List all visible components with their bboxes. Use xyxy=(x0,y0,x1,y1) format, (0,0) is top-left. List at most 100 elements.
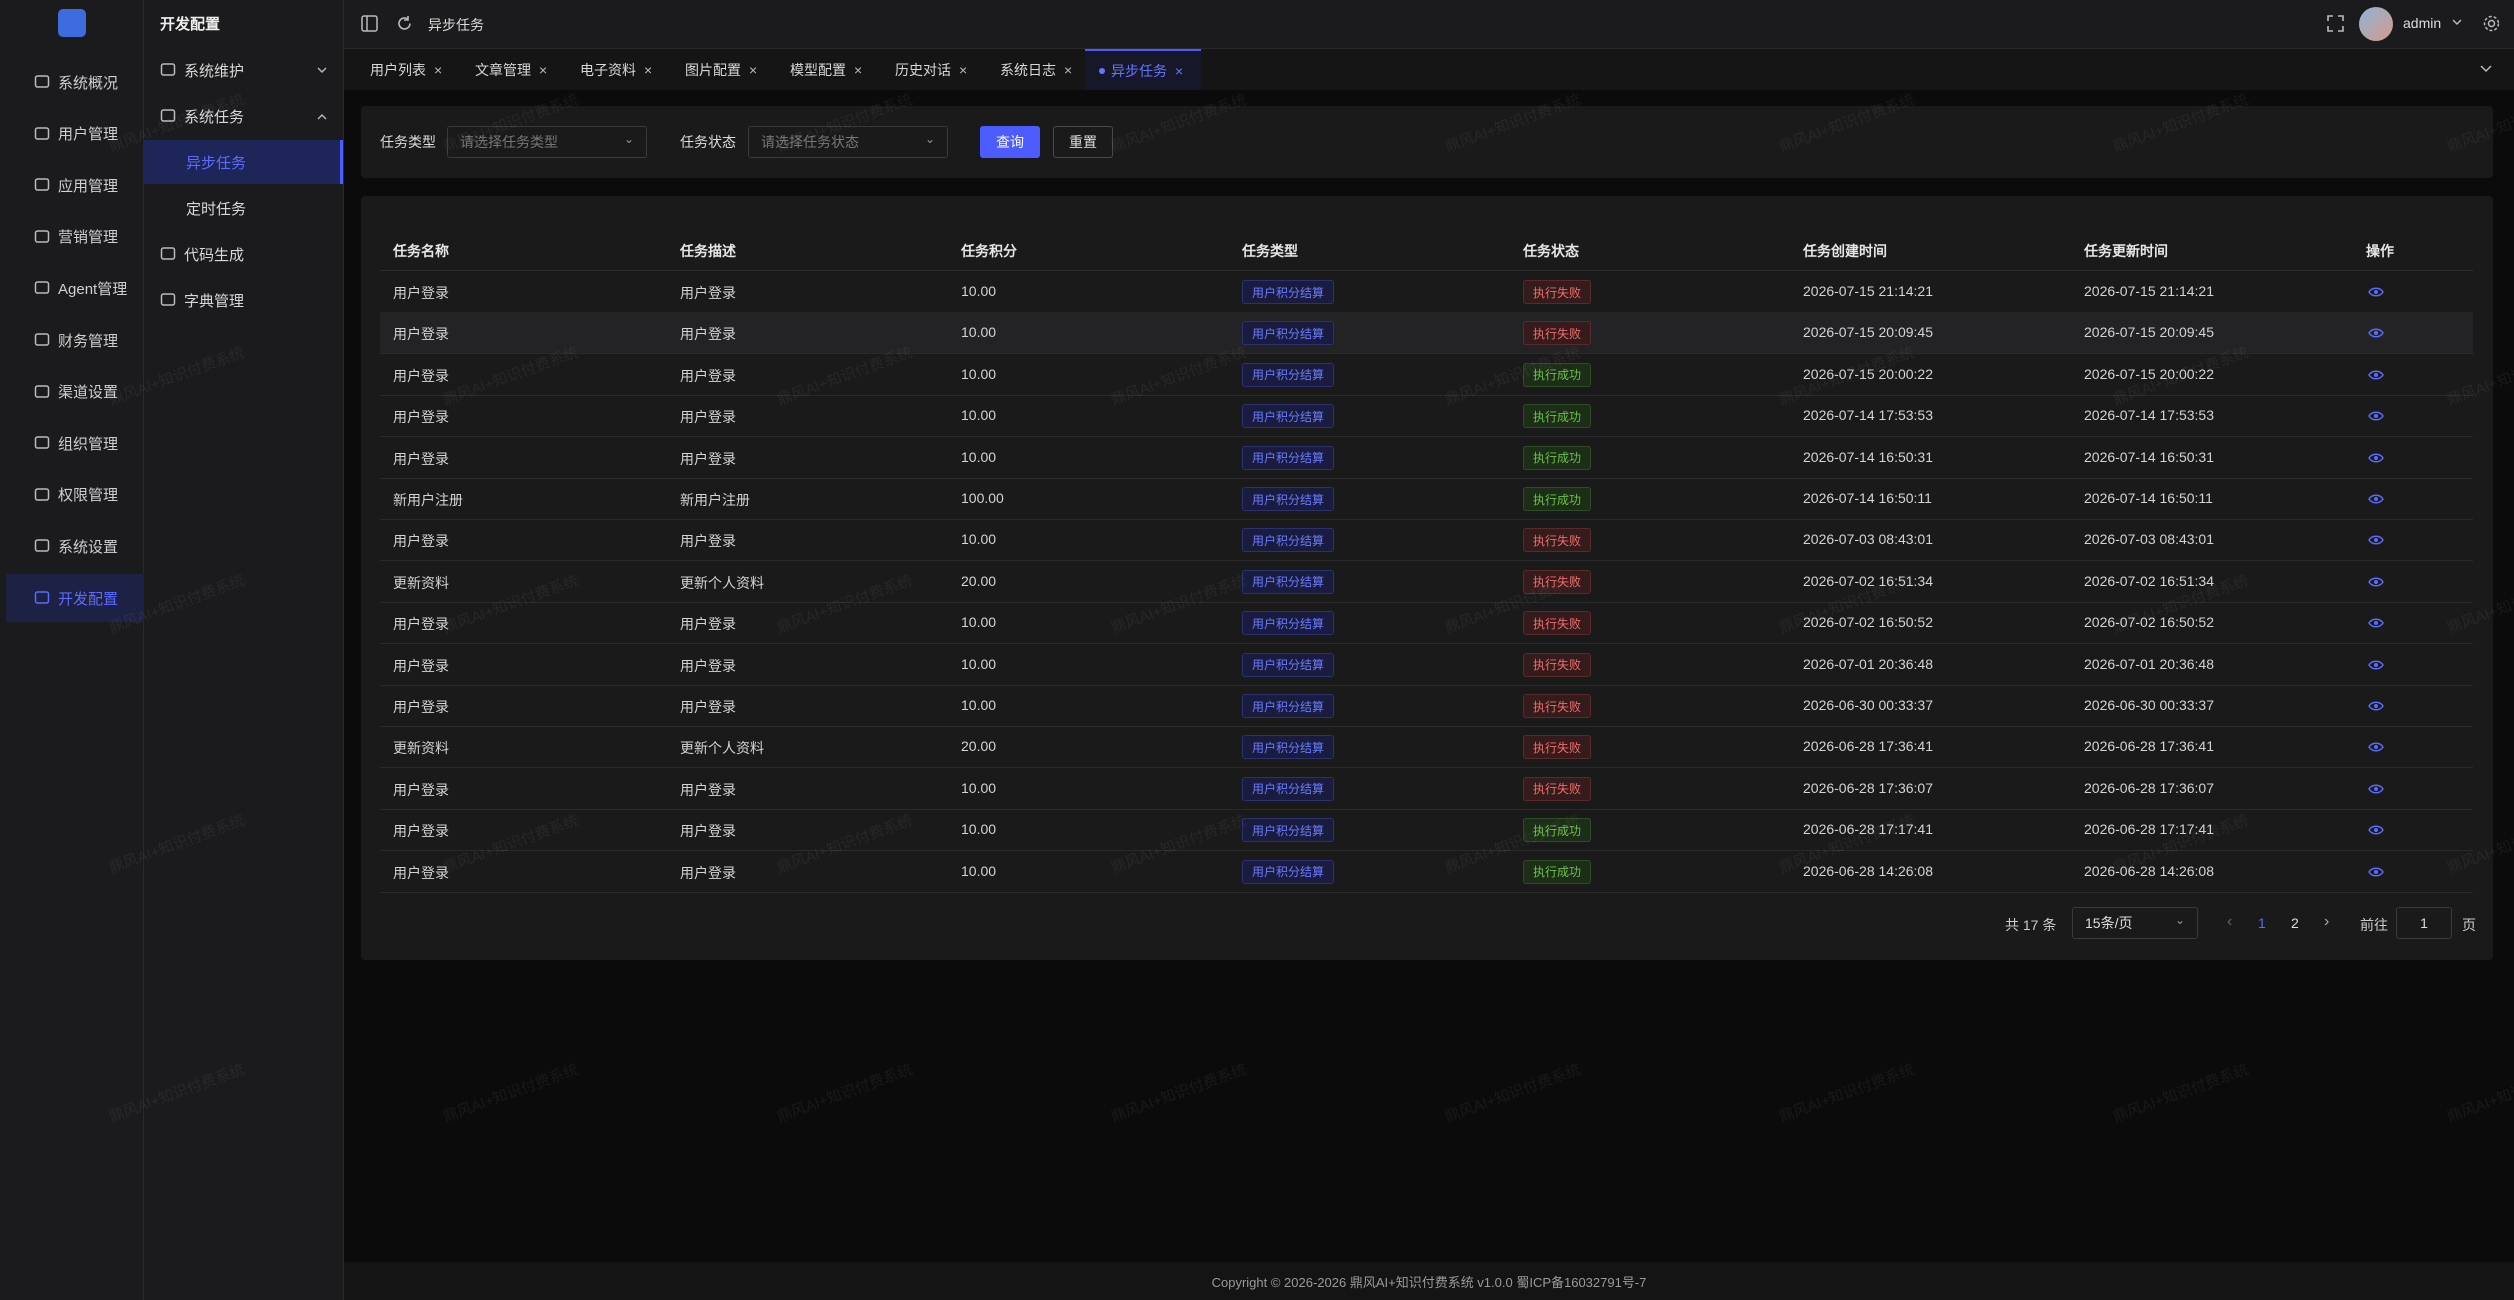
view-icon[interactable] xyxy=(2368,493,2384,505)
view-icon[interactable] xyxy=(2368,452,2384,464)
menu-item[interactable]: 财务管理 xyxy=(6,316,144,364)
tab[interactable]: 用户列表 × xyxy=(350,49,455,90)
filter-label: 任务状态 xyxy=(680,134,736,150)
table-row[interactable]: 用户登录 用户登录 10.00 用户积分结算 执行失败 2026-06-28 17:36:… xyxy=(380,768,2473,810)
table-cell: 用户登录 xyxy=(393,781,449,798)
view-icon[interactable] xyxy=(2368,369,2384,381)
user-name[interactable]: admin xyxy=(2403,15,2442,31)
view-icon[interactable] xyxy=(2368,700,2384,712)
submenu-label: 系统维护 xyxy=(184,62,245,80)
tab-label: 用户列表 xyxy=(370,61,426,78)
submenu-item[interactable]: 代码生成 xyxy=(144,232,343,276)
refresh-icon[interactable] xyxy=(396,15,413,32)
submenu-item[interactable]: 异步任务 xyxy=(144,140,343,184)
fullscreen-icon[interactable] xyxy=(2327,15,2344,32)
tab-close[interactable]: × xyxy=(434,61,443,78)
tab-close[interactable]: × xyxy=(1175,62,1184,79)
page-size-select[interactable]: 15条/页 ⌄ xyxy=(2072,907,2198,939)
view-icon[interactable] xyxy=(2368,824,2384,836)
reset-button[interactable]: 重置 xyxy=(1053,126,1113,158)
goto-input[interactable]: 1 xyxy=(2396,907,2452,939)
menu-item[interactable]: 权限管理 xyxy=(6,471,144,519)
page-number[interactable]: 1 xyxy=(2258,915,2266,931)
menu-label: 开发配置 xyxy=(58,590,119,608)
tab-close[interactable]: × xyxy=(644,61,653,78)
tab[interactable]: 图片配置 × xyxy=(665,49,770,90)
table-row[interactable]: 用户登录 用户登录 10.00 用户积分结算 执行成功 2026-06-28 17:17:… xyxy=(380,809,2473,852)
table-row[interactable]: 用户登录 用户登录 10.00 用户积分结算 执行失败 2026-07-01 20:36:… xyxy=(380,644,2473,686)
collapse-icon[interactable] xyxy=(361,15,378,32)
table-row[interactable]: 用户登录 用户登录 10.00 用户积分结算 执行成功 2026-07-14 17:53:… xyxy=(380,395,2473,438)
next-page[interactable]: › xyxy=(2324,913,2330,930)
table-row[interactable]: 用户登录 用户登录 10.00 用户积分结算 执行成功 2026-07-15 20:00:… xyxy=(380,354,2473,396)
expand-arrow xyxy=(317,67,327,73)
table-cell: 用户登录 xyxy=(393,326,449,343)
column-header: 任务描述 xyxy=(680,243,736,259)
tabs-more[interactable] xyxy=(2480,65,2492,73)
view-icon[interactable] xyxy=(2368,617,2384,629)
table-row[interactable]: 新用户注册 新用户注册 100.00 用户积分结算 执行成功 2026-07-14 16:… xyxy=(380,478,2473,520)
table-row[interactable]: 用户登录 用户登录 10.00 用户积分结算 执行失败 2026-07-03 08:43:… xyxy=(380,519,2473,562)
menu-item[interactable]: 应用管理 xyxy=(6,161,144,209)
tab[interactable]: 文章管理 × xyxy=(455,49,560,90)
table-row[interactable]: 用户登录 用户登录 10.00 用户积分结算 执行失败 2026-06-30 00:33:… xyxy=(380,685,2473,727)
submenu-label: 系统任务 xyxy=(184,108,245,126)
type-tag: 用户积分结算 xyxy=(1242,280,1335,304)
view-icon[interactable] xyxy=(2368,410,2384,422)
view-icon[interactable] xyxy=(2368,286,2384,298)
submenu-item[interactable]: 系统维护 xyxy=(144,48,343,92)
query-button[interactable]: 查询 xyxy=(980,126,1040,158)
tab-close[interactable]: × xyxy=(539,61,548,78)
table-cell: 更新资料 xyxy=(393,574,449,591)
menu-item[interactable]: Agent管理 xyxy=(6,264,144,312)
menu-item[interactable]: 系统设置 xyxy=(6,522,144,570)
table-row[interactable]: 用户登录 用户登录 10.00 用户积分结算 执行成功 2026-07-14 16:50:… xyxy=(380,437,2473,479)
settings-icon[interactable] xyxy=(2483,15,2500,32)
page-number[interactable]: 2 xyxy=(2291,915,2299,931)
tab-close[interactable]: × xyxy=(1064,61,1073,78)
avatar[interactable] xyxy=(2359,7,2393,41)
table-row[interactable]: 更新资料 更新个人资料 20.00 用户积分结算 执行失败 2026-06-28 17:3… xyxy=(380,726,2473,769)
tab-close[interactable]: × xyxy=(854,61,863,78)
view-icon[interactable] xyxy=(2368,741,2384,753)
view-icon[interactable] xyxy=(2368,327,2384,339)
tab-close[interactable]: × xyxy=(749,61,758,78)
main-sidebar: 系统概况 用户管理 应用管理 营销管理 Agent管理 财务管理 渠道设置 组织管理 权限管理系… xyxy=(0,0,144,1300)
view-icon[interactable] xyxy=(2368,866,2384,878)
watermark: 鼎风AI+知识付费系统 xyxy=(1108,1061,1249,1126)
menu-item[interactable]: 组织管理 xyxy=(6,419,144,467)
select-caret: ⌄ xyxy=(924,132,935,146)
table-row[interactable]: 用户登录 用户登录 10.00 用户积分结算 执行成功 2026-06-28 14:26:… xyxy=(380,851,2473,893)
table-row[interactable]: 用户登录 用户登录 10.00 用户积分结算 执行失败 2026-07-15 21:14:… xyxy=(380,271,2473,313)
view-icon[interactable] xyxy=(2368,783,2384,795)
tab[interactable]: 异步任务 × xyxy=(1085,49,1201,90)
menu-item[interactable]: 营销管理 xyxy=(6,213,144,261)
filter-select[interactable]: 请选择任务状态 ⌄ xyxy=(748,126,948,158)
tab[interactable]: 系统日志 × xyxy=(980,49,1085,90)
menu-item[interactable]: 开发配置 xyxy=(6,574,144,622)
submenu-item[interactable]: 系统任务 xyxy=(144,94,343,138)
tab[interactable]: 电子资料 × xyxy=(560,49,665,90)
menu-item[interactable]: 系统概况 xyxy=(6,58,144,106)
prev-page[interactable]: ‹ xyxy=(2227,913,2233,930)
submenu-item[interactable]: 字典管理 xyxy=(144,278,343,322)
tab-label: 系统日志 xyxy=(1000,61,1056,78)
view-icon[interactable] xyxy=(2368,659,2384,671)
view-icon[interactable] xyxy=(2368,534,2384,546)
user-caret xyxy=(2452,19,2462,25)
menu-item[interactable]: 渠道设置 xyxy=(6,368,144,416)
tab-close[interactable]: × xyxy=(959,61,968,78)
view-icon[interactable] xyxy=(2368,576,2384,588)
table-row[interactable]: 用户登录 用户登录 10.00 用户积分结算 执行失败 2026-07-02 16:50:… xyxy=(380,602,2473,645)
table-row[interactable]: 用户登录 用户登录 10.00 用户积分结算 执行失败 2026-07-15 20:09:… xyxy=(380,312,2473,355)
submenu-item[interactable]: 定时任务 xyxy=(144,186,343,230)
status-tag: 执行成功 xyxy=(1523,404,1592,429)
tab[interactable]: 模型配置 × xyxy=(770,49,875,90)
tab[interactable]: 历史对话 × xyxy=(875,49,980,90)
submenu-label: 代码生成 xyxy=(184,246,245,264)
menu-item[interactable]: 用户管理 xyxy=(6,110,144,158)
filter-select[interactable]: 请选择任务类型 ⌄ xyxy=(447,126,647,158)
table-row[interactable]: 更新资料 更新个人资料 20.00 用户积分结算 执行失败 2026-07-02 16:5… xyxy=(380,561,2473,603)
